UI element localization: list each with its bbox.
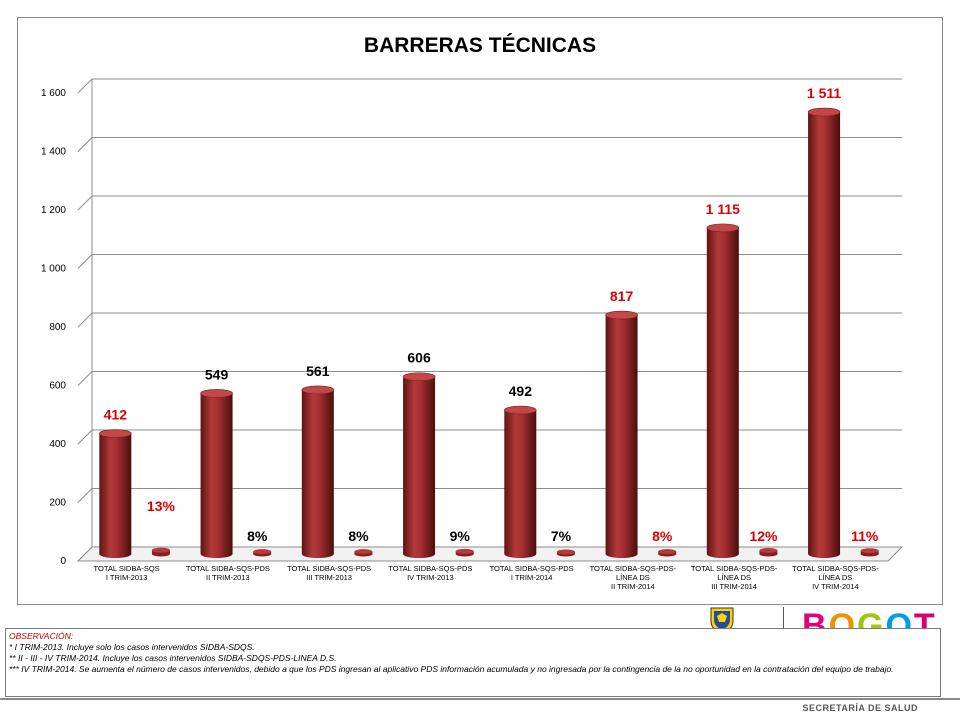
x-tick-label: II TRIM-2014 — [611, 582, 655, 591]
x-tick-label: IV TRIM-2013 — [407, 573, 454, 582]
data-label: 11% — [851, 528, 879, 544]
x-tick-label: I TRIM-2013 — [106, 573, 148, 582]
bar-top — [605, 310, 638, 320]
bar — [605, 315, 638, 558]
bar-top — [706, 223, 740, 233]
x-tick-label: LÍNEA DS — [818, 573, 852, 582]
bar-top — [200, 389, 233, 398]
data-label: 8% — [652, 528, 673, 544]
bar — [200, 393, 233, 558]
bar-top — [860, 548, 879, 554]
bar — [301, 389, 334, 558]
bar-chart: 0 200 400 600 800 1 000 1 200 1 400 1 600 412 13% T… — [41, 78, 904, 591]
observation-title: OBSERVACIÓN: — [9, 631, 74, 641]
gridline-depth — [77, 254, 93, 269]
bar — [706, 227, 739, 559]
x-tick-label: TOTAL SIDBA-SQS-PDS- — [792, 564, 879, 573]
y-tick-label: 800 — [49, 322, 66, 333]
observation-line: ** II - III - IV TRIM-2014. Incluye los … — [9, 653, 337, 663]
data-label: 561 — [306, 363, 330, 379]
bar-top — [301, 385, 335, 395]
bar-top — [658, 549, 677, 555]
bar-top — [354, 549, 373, 555]
gridline-depth — [77, 488, 93, 503]
gridline-depth — [77, 546, 93, 562]
chart-frame — [17, 17, 943, 605]
x-tick-label: TOTAL SIDBA-SQS-PDS — [388, 564, 472, 573]
x-tick-label: TOTAL SIDBA-SQS-PDS- — [691, 564, 778, 573]
x-tick-label: III TRIM-2014 — [711, 582, 757, 591]
gridline-depth — [77, 429, 93, 445]
logo-letter: Á — [937, 607, 940, 635]
y-tick-label: 1 200 — [41, 205, 66, 216]
data-label: 1 115 — [706, 201, 740, 217]
x-tick-label: IV TRIM-2014 — [812, 582, 859, 591]
footer-text: SECRETARÍA DE SALUD — [802, 703, 918, 713]
gridline-depth — [77, 312, 93, 328]
data-label: 9% — [450, 528, 471, 544]
x-tick-label: LÍNEA DS — [717, 573, 751, 582]
bar-top — [556, 549, 575, 555]
bar — [808, 112, 841, 558]
observation-line: * I TRIM-2013. Incluye solo los casos in… — [9, 642, 255, 652]
observation-line: *** IV TRIM-2014. Se aumenta el número d… — [9, 664, 894, 674]
bar-top — [402, 372, 436, 382]
x-tick-label: LÍNEA DS — [616, 573, 650, 582]
x-tick-label: TOTAL SIDBA-SQS-PDS — [287, 564, 371, 573]
observation-box: OBSERVACIÓN: * I TRIM-2013. Incluye solo… — [5, 628, 941, 697]
y-tick-label: 1 600 — [41, 88, 66, 99]
bar-top — [807, 107, 841, 117]
bar — [403, 376, 436, 558]
y-tick-label: 1 400 — [41, 147, 66, 158]
data-label: 549 — [205, 366, 229, 382]
bar — [99, 433, 132, 558]
data-label: 412 — [104, 406, 128, 422]
y-tick-label: 0 — [60, 556, 66, 567]
x-tick-label: TOTAL SIDBA-SQS — [94, 564, 160, 573]
bar-top — [151, 547, 170, 553]
bar-top — [253, 549, 272, 555]
data-label: 606 — [407, 350, 431, 366]
logo-divider — [783, 607, 784, 635]
bar-top — [504, 405, 537, 415]
data-label: 8% — [247, 528, 268, 544]
bar-top — [759, 547, 778, 553]
gridline-depth — [77, 78, 93, 94]
footer-rule — [0, 698, 960, 700]
y-tick-label: 600 — [49, 381, 66, 392]
x-tick-label: TOTAL SIDBA-SQS-PDS — [490, 564, 574, 573]
x-tick-label: III TRIM-2013 — [306, 573, 352, 582]
data-label: 1 511 — [807, 85, 841, 101]
x-tick-label: I TRIM-2014 — [511, 573, 553, 582]
bogota-coat-of-arms-icon — [710, 607, 734, 635]
chart-title: BARRERAS TÉCNICAS — [363, 34, 597, 57]
data-label: 492 — [509, 383, 533, 399]
y-tick-label: 200 — [49, 498, 66, 509]
bar-top — [455, 548, 474, 554]
gridline-depth — [77, 371, 93, 386]
gridline-depth — [77, 137, 93, 152]
data-label: 8% — [348, 528, 369, 544]
x-tick-label: II TRIM-2013 — [206, 573, 250, 582]
x-tick-label: TOTAL SIDBA-SQS-PDS — [186, 564, 270, 573]
gridline-depth — [77, 195, 93, 211]
data-label: 13% — [147, 498, 176, 514]
logo-area: BOGOTÁ — [700, 605, 940, 635]
bar — [504, 410, 537, 558]
y-tick-label: 400 — [49, 439, 66, 450]
y-tick-label: 1 000 — [41, 264, 66, 275]
data-label: 7% — [551, 528, 572, 544]
bar-top — [99, 429, 132, 438]
data-label: 12% — [749, 528, 778, 544]
x-tick-label: TOTAL SIDBA-SQS-PDS- — [590, 564, 677, 573]
data-label: 817 — [610, 288, 634, 304]
